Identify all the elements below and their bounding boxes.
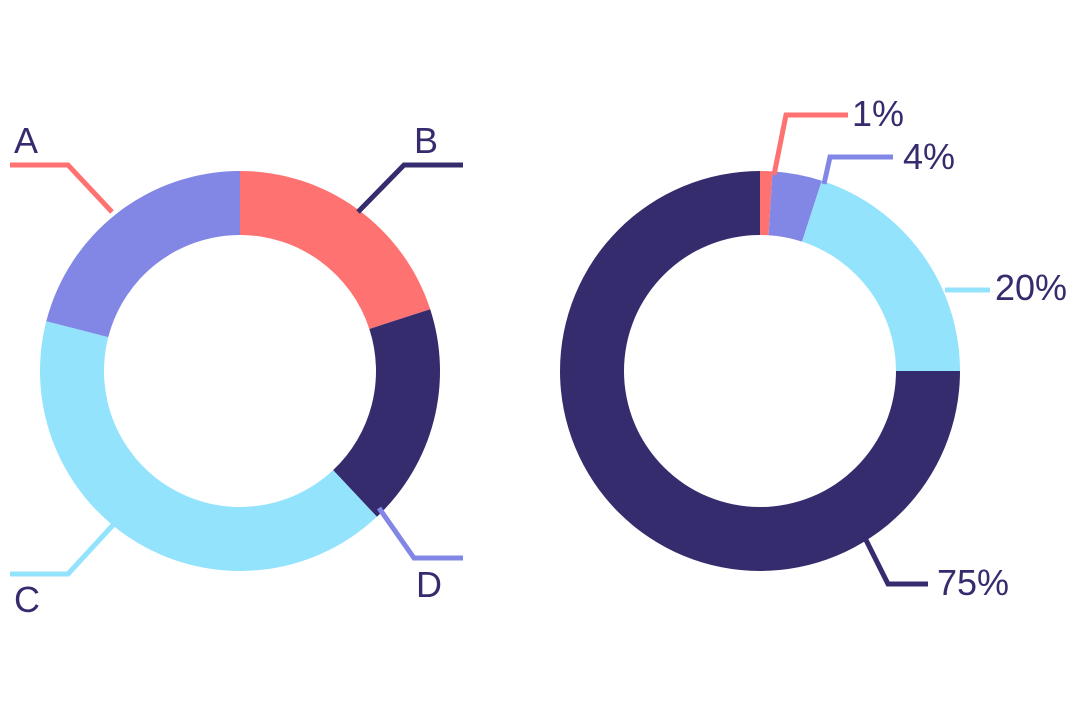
slice-label-c: C xyxy=(14,579,40,620)
leader-line-1pct xyxy=(771,112,848,176)
donut-slice-20pct xyxy=(802,180,960,371)
donut-chart-percentages: 1%4% 20% 75% xyxy=(560,93,1067,603)
donut-chart-categories: A B C D xyxy=(10,120,463,620)
slice-label-75pct: 75% xyxy=(937,562,1009,603)
leader-line-4pct xyxy=(821,154,893,185)
leader-line-d xyxy=(376,506,463,561)
donut-slice-1pct xyxy=(760,171,773,236)
donut-slice-d xyxy=(46,171,240,338)
donut-slice-75pct xyxy=(560,171,960,571)
donut-slice-b xyxy=(333,309,440,517)
slice-label-20pct: 20% xyxy=(995,267,1067,308)
donut-slice-4pct xyxy=(768,171,822,242)
leader-line-a xyxy=(10,162,114,214)
leader-line-c xyxy=(10,523,115,577)
donut-slice-c xyxy=(39,321,377,571)
slice-label-a: A xyxy=(14,120,38,161)
slice-label-4pct: 4% xyxy=(903,136,955,177)
leader-line-75pct xyxy=(863,538,928,587)
donut-slice-a xyxy=(240,171,431,329)
slice-label-1pct: 1% xyxy=(852,93,904,134)
leader-line-b xyxy=(356,162,463,214)
slice-label-b: B xyxy=(414,120,438,161)
slice-label-d: D xyxy=(416,564,442,605)
